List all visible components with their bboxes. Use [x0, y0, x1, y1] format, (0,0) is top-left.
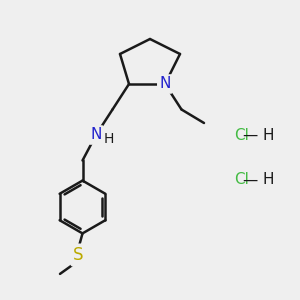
Text: N: N	[90, 128, 102, 142]
Text: H: H	[262, 172, 274, 188]
Text: Cl: Cl	[234, 128, 249, 142]
Text: Cl: Cl	[234, 172, 249, 188]
Text: N: N	[159, 76, 171, 92]
Text: H: H	[103, 132, 114, 145]
Text: S: S	[73, 246, 83, 264]
Text: —: —	[242, 128, 257, 142]
Text: —: —	[242, 172, 257, 188]
Text: H: H	[262, 128, 274, 142]
